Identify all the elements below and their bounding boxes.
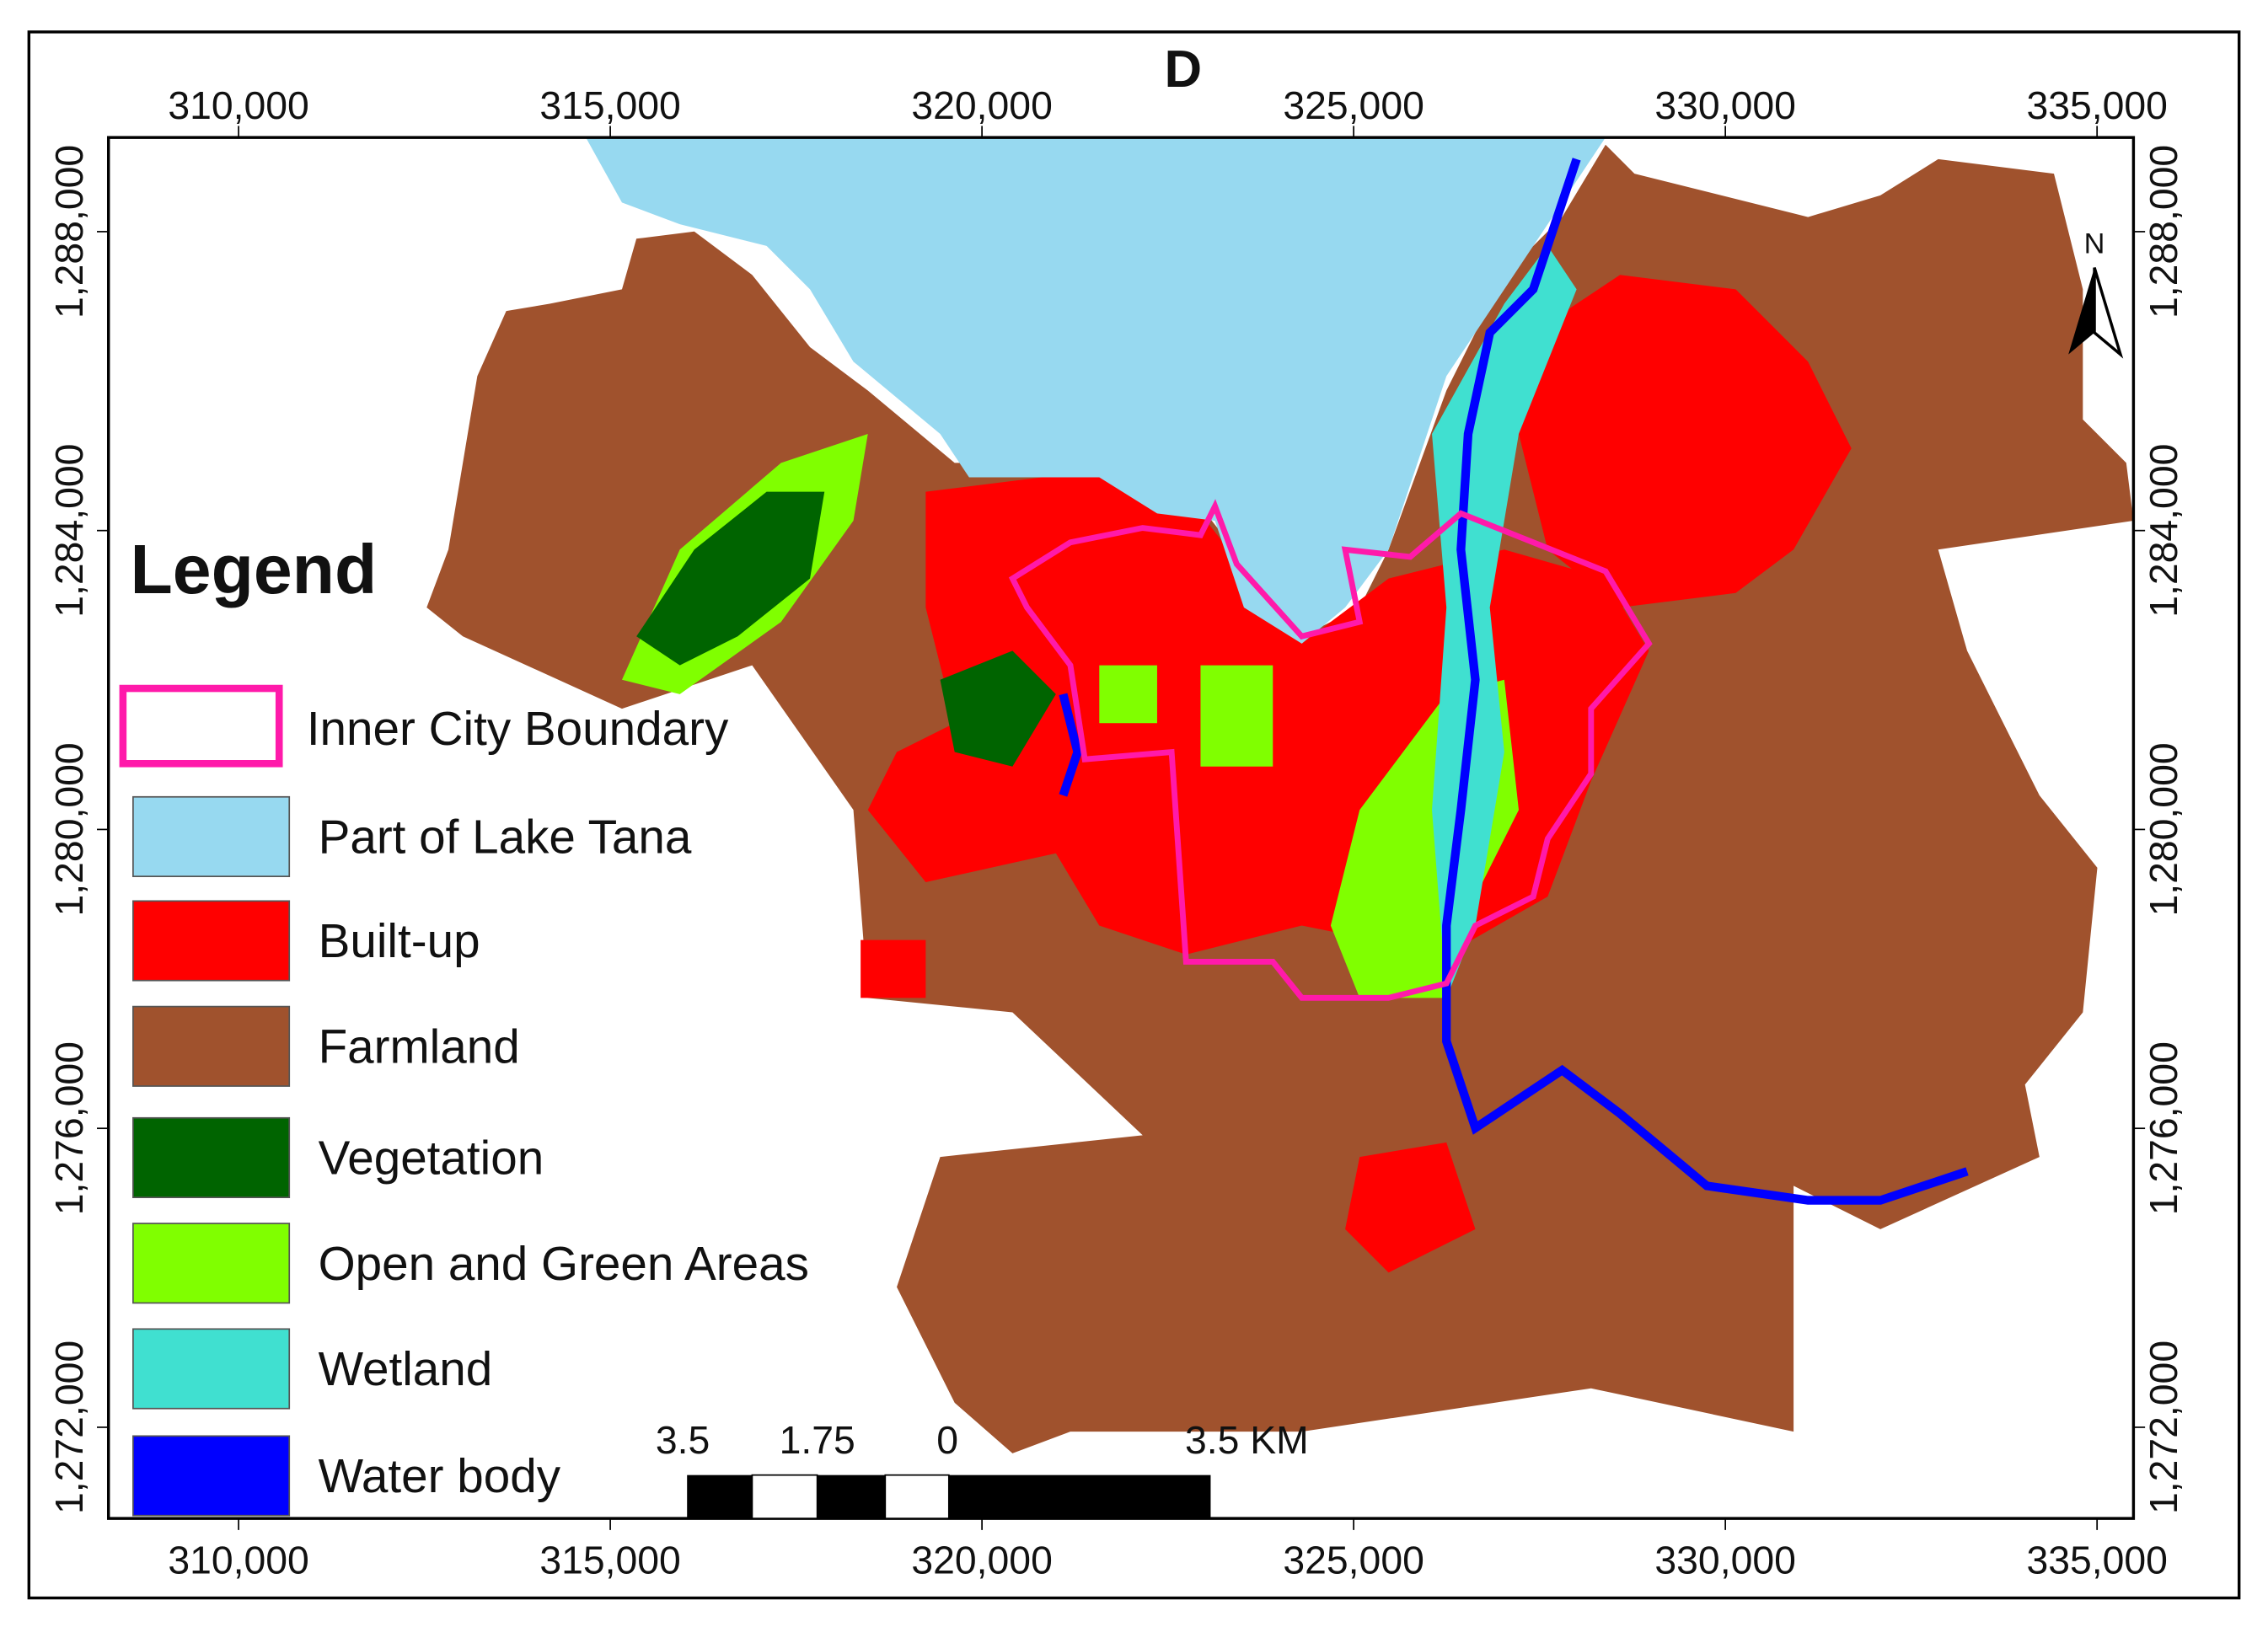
y-tick-label: 1,288,000 — [47, 145, 91, 318]
open-green — [1099, 665, 1157, 724]
scale-label: 0 — [936, 1418, 958, 1462]
north-arrow-right — [2093, 267, 2124, 359]
scale-segment — [687, 1474, 753, 1519]
legend-swatch — [132, 1435, 291, 1517]
scale-label: 3.5 — [656, 1418, 710, 1462]
legend-label: Water body — [319, 1450, 561, 1503]
x-tick-label: 315,000 — [539, 1538, 680, 1582]
x-tick-label: 325,000 — [1283, 1538, 1424, 1582]
y-tick-label: 1,280,000 — [47, 742, 91, 916]
x-tick-label: 335,000 — [2026, 1538, 2167, 1582]
x-tick-label: 310,000 — [168, 83, 308, 127]
legend-label: Inner City Boundary — [307, 703, 729, 756]
y-tick-label: 1,272,000 — [2142, 1341, 2185, 1514]
scale-segment — [817, 1474, 886, 1519]
legend-label: Part of Lake Tana — [319, 811, 692, 864]
x-tick-label: 325,000 — [1283, 83, 1424, 127]
map-title: D — [1165, 40, 1203, 99]
y-tick-label: 1,276,000 — [2142, 1041, 2185, 1215]
legend-swatch — [132, 1116, 291, 1199]
scale-label: 3.5 KM — [1185, 1418, 1309, 1462]
legend-label: Farmland — [319, 1021, 520, 1074]
built-up — [861, 939, 926, 998]
built-up — [1519, 275, 1852, 607]
river — [1059, 693, 1082, 797]
y-tick-label: 1,284,000 — [47, 444, 91, 618]
x-tick-label: 330,000 — [1654, 83, 1795, 127]
legend-label: Open and Green Areas — [319, 1238, 809, 1291]
vegetation — [940, 650, 1056, 767]
legend-label: Wetland — [319, 1343, 493, 1396]
lake — [586, 137, 1606, 644]
x-tick-label: 335,000 — [2026, 83, 2167, 127]
x-tick-label: 320,000 — [911, 1538, 1052, 1582]
legend-swatch — [119, 684, 283, 768]
built-up — [1345, 1142, 1476, 1273]
inner-city-boundary — [1008, 499, 1653, 1001]
legend-swatch — [132, 1328, 291, 1410]
graticule-ticks: 310,000 310,000 315,000 315,000 320,000 320,0… — [47, 83, 2185, 1582]
vegetation — [636, 491, 825, 666]
scale-segment — [884, 1474, 950, 1520]
x-tick-label: 310,000 — [168, 1538, 308, 1582]
legend-swatch — [132, 900, 291, 982]
legend-label: Built-up — [319, 915, 480, 968]
map-area — [426, 137, 2134, 1453]
x-tick-label: 320,000 — [911, 83, 1052, 127]
x-tick-label: 330,000 — [1654, 1538, 1795, 1582]
north-label: N — [2084, 227, 2105, 260]
scale-segment — [751, 1474, 818, 1520]
north-arrow: N — [2068, 227, 2124, 359]
scale-label: 1.75 — [780, 1418, 855, 1462]
scale-segment — [948, 1474, 1211, 1519]
legend-swatch — [132, 1005, 291, 1087]
scale-bar: 3.5 1.75 0 3.5 KM — [656, 1418, 1309, 1520]
legend-label: Vegetation — [319, 1132, 544, 1185]
legend: Legend Inner City Boundary Part of Lake T… — [119, 531, 809, 1517]
y-tick-label: 1,288,000 — [2142, 145, 2185, 318]
y-tick-label: 1,280,000 — [2142, 742, 2185, 916]
legend-title: Legend — [130, 531, 377, 608]
x-tick-label: 315,000 — [539, 83, 680, 127]
legend-swatch — [132, 1223, 291, 1304]
open-green — [1200, 665, 1273, 767]
north-arrow-left — [2068, 267, 2095, 355]
legend-swatch — [132, 795, 291, 878]
y-tick-label: 1,272,000 — [47, 1341, 91, 1514]
y-tick-label: 1,276,000 — [47, 1041, 91, 1215]
y-tick-label: 1,284,000 — [2142, 444, 2185, 618]
